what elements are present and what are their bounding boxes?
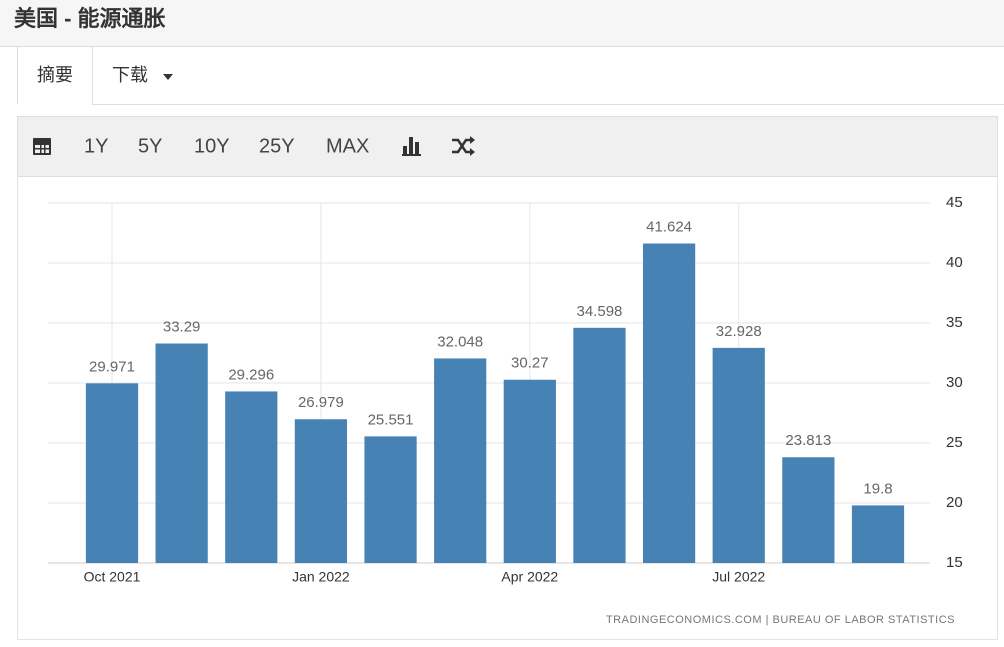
y-tick-label: 20 <box>946 494 963 511</box>
bar <box>503 379 556 563</box>
range-button[interactable]: MAX <box>326 135 369 157</box>
bar <box>782 457 835 563</box>
bar <box>642 243 696 563</box>
value-label: 23.813 <box>785 432 831 449</box>
range-button[interactable]: 1Y <box>84 135 108 157</box>
y-tick-label: 25 <box>946 434 963 451</box>
value-label: 30.27 <box>511 355 549 372</box>
x-tick-label: Apr 2022 <box>501 569 558 585</box>
range-button[interactable]: 10Y <box>194 135 230 157</box>
bar <box>364 436 417 563</box>
value-label: 32.048 <box>437 333 483 350</box>
range-button[interactable]: 5Y <box>138 135 162 157</box>
x-tick-label: Jan 2022 <box>292 569 350 585</box>
x-tick-label: Oct 2021 <box>84 569 141 585</box>
value-label: 29.296 <box>228 366 274 383</box>
bar <box>225 391 278 563</box>
page-title: 美国 - 能源通胀 <box>14 6 166 31</box>
calendar-icon[interactable] <box>33 138 51 155</box>
dropdown-caret <box>163 74 173 80</box>
bar <box>573 327 626 563</box>
value-label: 41.624 <box>646 218 692 235</box>
value-label: 26.979 <box>298 394 344 411</box>
value-label: 29.971 <box>89 358 135 375</box>
toolbar <box>17 116 998 177</box>
title-bar <box>0 0 1004 46</box>
y-tick-label: 40 <box>946 254 963 271</box>
value-label: 25.551 <box>368 411 414 428</box>
plot: 15 20 25 30 35 40 45 29.971 Oct 2021 33.29 29.296 2… <box>48 194 963 585</box>
y-tick-label: 15 <box>946 554 963 571</box>
source: TRADINGECONOMICS.COM | BUREAU OF LABOR S… <box>606 614 955 626</box>
tab[interactable]: 摘要 <box>37 65 73 85</box>
compare-icon[interactable] <box>452 136 475 156</box>
bar <box>851 505 905 563</box>
range-button[interactable]: 25Y <box>259 135 295 157</box>
y-tick-label: 45 <box>946 194 963 211</box>
bar <box>712 347 765 563</box>
chart-type-icon[interactable] <box>402 137 421 156</box>
y-tick-label: 30 <box>946 374 963 391</box>
bar <box>85 383 139 563</box>
bar <box>294 419 348 563</box>
y-tick-label: 35 <box>946 314 963 331</box>
value-label: 33.29 <box>163 318 201 335</box>
bar <box>155 343 208 563</box>
value-label: 19.8 <box>863 480 892 497</box>
tab[interactable]: 下载 <box>112 65 148 85</box>
value-label: 32.928 <box>716 323 762 340</box>
bar <box>434 358 487 563</box>
value-label: 34.598 <box>577 303 623 320</box>
x-tick-label: Jul 2022 <box>712 569 765 585</box>
